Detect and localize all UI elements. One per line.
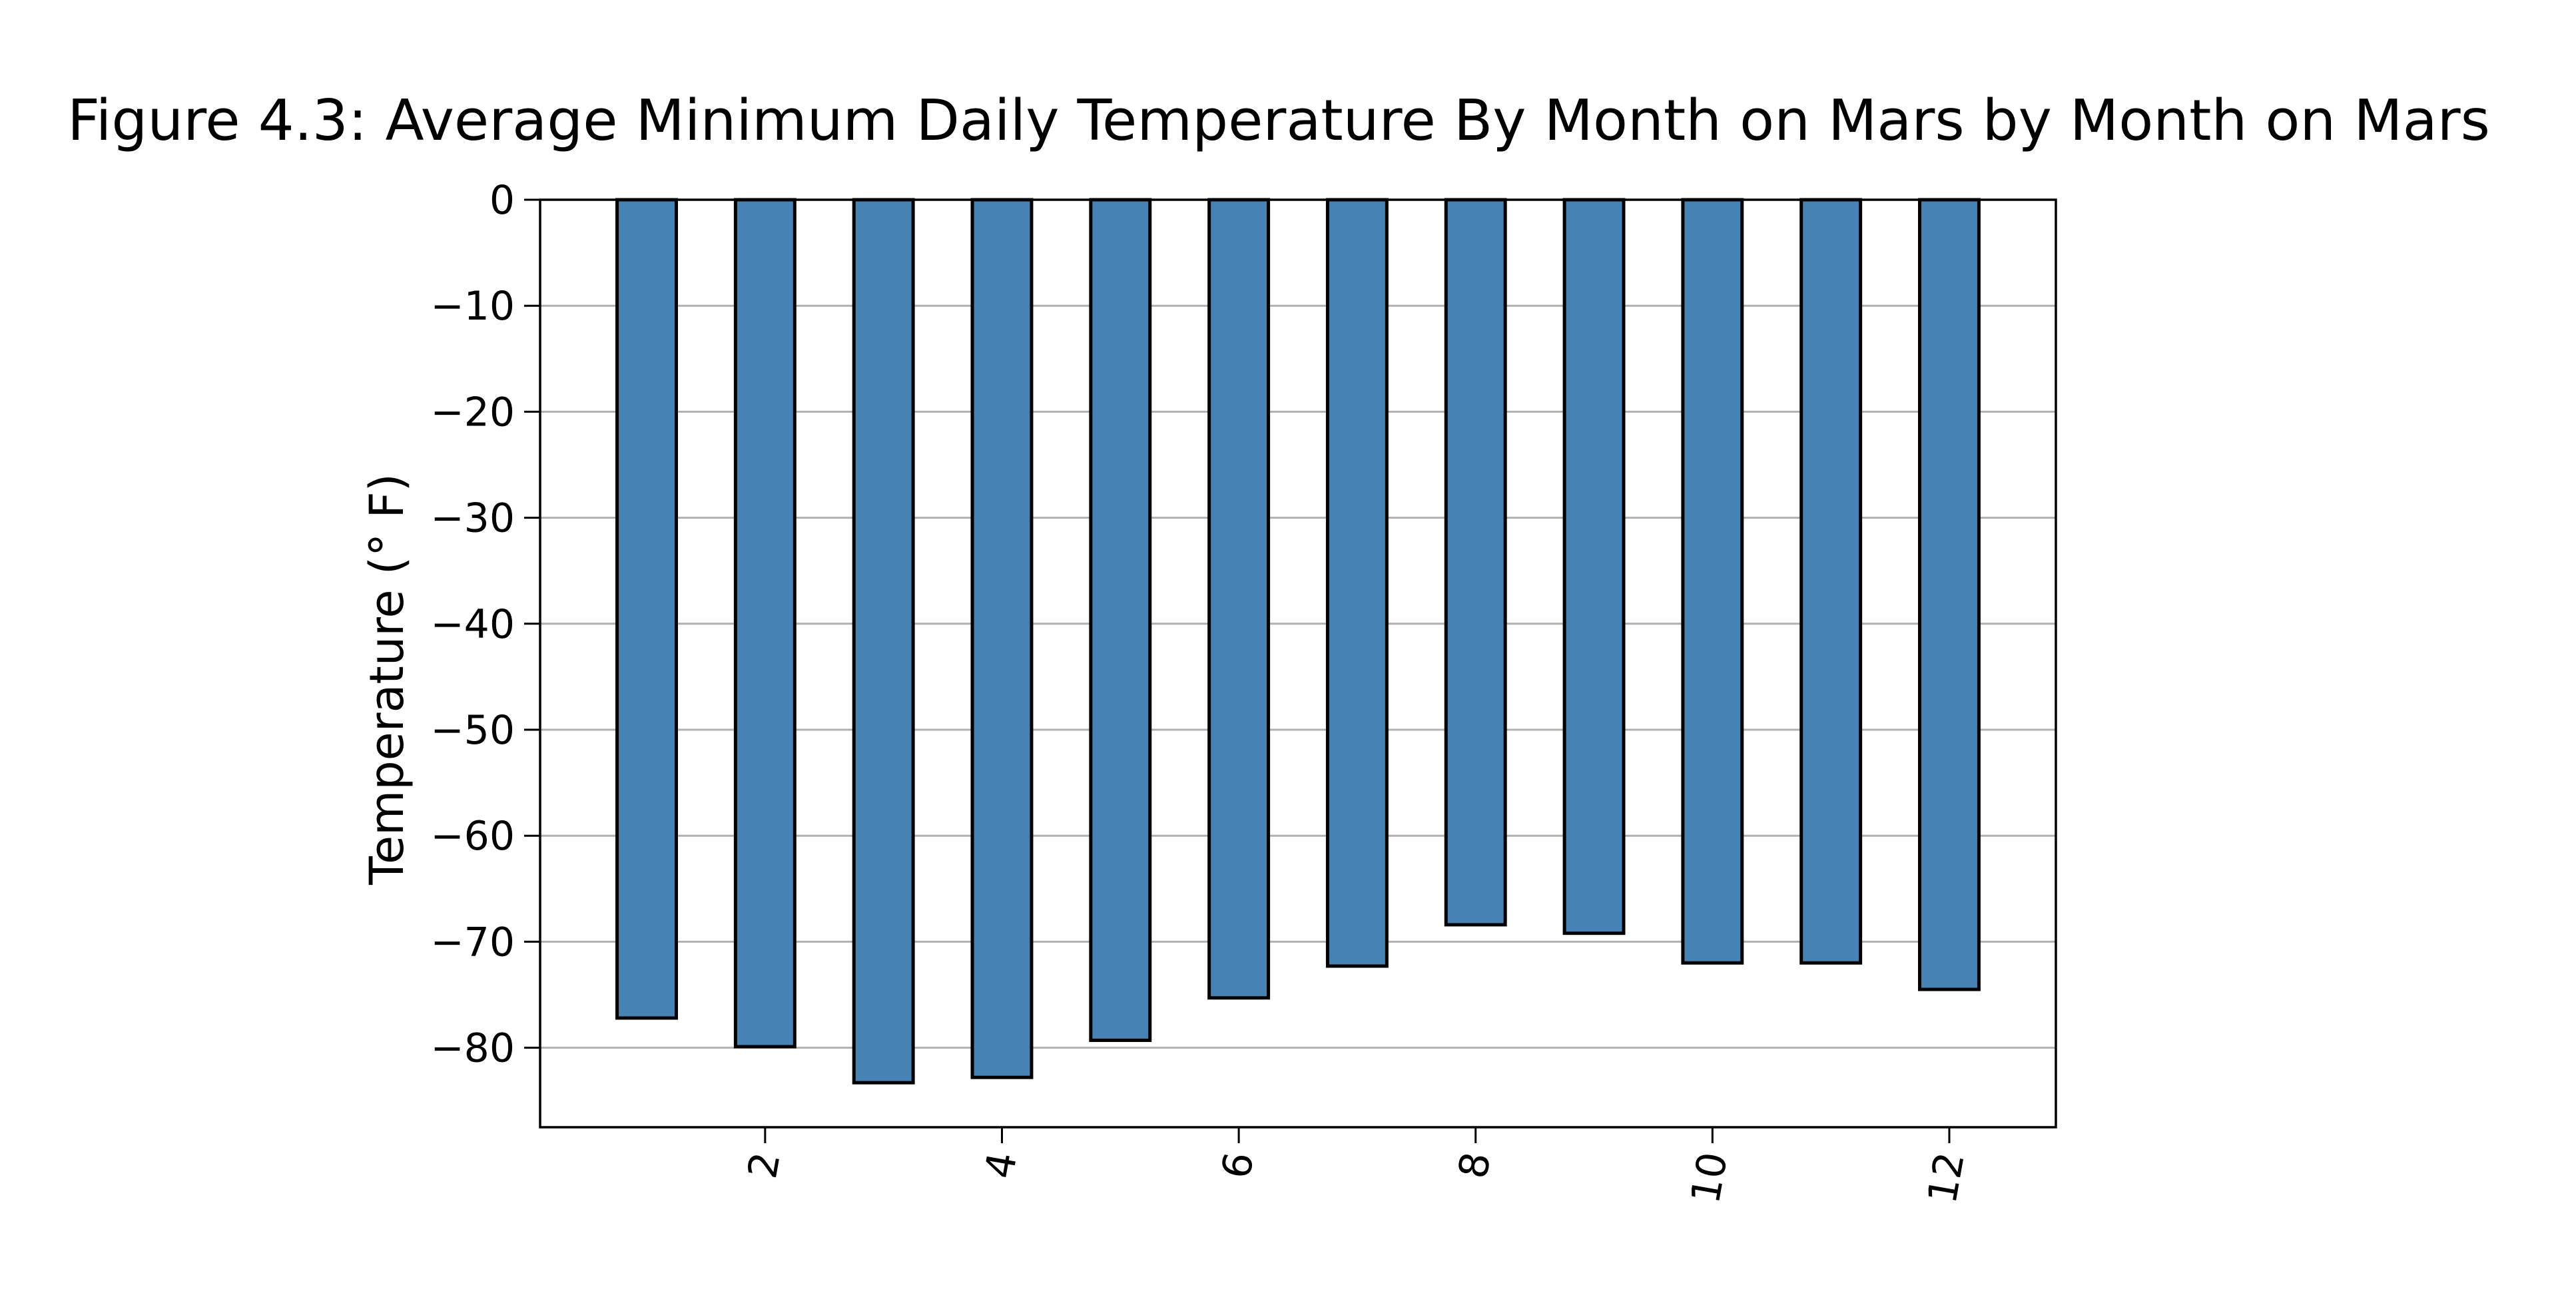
- y-tick-label: −10: [430, 283, 515, 330]
- bar-month-10: [1681, 198, 1744, 965]
- x-tick-label: 10: [1682, 1149, 1737, 1206]
- bar-month-2: [733, 198, 797, 1049]
- bar-month-9: [1562, 198, 1626, 935]
- x-tick-label: 12: [1919, 1149, 1974, 1206]
- y-tick-label: 0: [489, 177, 515, 224]
- y-ticks: 0 −10 −20 −30 −40 −50 −60 −70 −80: [430, 177, 540, 1072]
- y-tick-label: −20: [430, 389, 515, 435]
- bar-month-4: [970, 198, 1034, 1079]
- bar-month-5: [1089, 198, 1152, 1042]
- bar-month-8: [1444, 198, 1507, 927]
- x-tick-label: 6: [1213, 1149, 1263, 1182]
- chart-title: Figure 4.3: Average Minimum Daily Temper…: [67, 88, 2490, 154]
- bars: [615, 198, 1981, 1085]
- x-tick-label: 2: [739, 1149, 790, 1182]
- plot-frame: [539, 198, 2057, 1129]
- y-tick-label: −60: [430, 813, 515, 860]
- y-axis-label: Temperature (° F): [360, 473, 414, 886]
- x-tick-label: 4: [976, 1149, 1027, 1182]
- bar-month-7: [1325, 198, 1389, 968]
- y-tick-label: −30: [430, 495, 515, 542]
- x-tick-label: 8: [1450, 1149, 1500, 1182]
- y-tick-label: −40: [430, 601, 515, 648]
- bar-month-12: [1918, 198, 1981, 991]
- bar-month-3: [852, 198, 915, 1085]
- bar-month-11: [1799, 198, 1863, 965]
- y-tick-label: −70: [430, 919, 515, 965]
- y-tick-label: −80: [430, 1025, 515, 1072]
- bar-month-1: [615, 198, 678, 1020]
- bar-month-6: [1207, 198, 1271, 1000]
- x-ticks: 2 4 6 8 10 12: [739, 1127, 1974, 1207]
- y-tick-label: −50: [430, 707, 515, 754]
